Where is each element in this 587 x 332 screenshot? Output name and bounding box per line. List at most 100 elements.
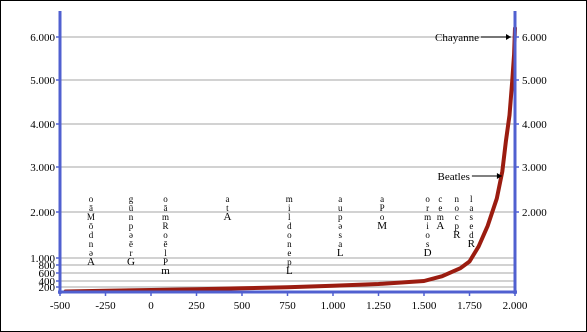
stacked-char: ā [164,203,168,213]
left-y-tick-label: 2.000 [30,207,55,219]
x-tick-label: 2.000 [503,300,528,312]
stacked-char: s [339,230,343,240]
stacked-char: d [89,230,94,240]
x-tick-label: 500 [234,300,251,312]
x-tick-label: 0 [148,300,154,312]
axes [56,11,519,296]
right-y-tick-label: 3.000 [522,162,547,174]
stacked-char: D [424,247,432,259]
stacked-char: M [87,212,95,222]
stacked-char: A [87,256,95,268]
stacked-char: o [425,194,430,204]
stacked-char: A [436,220,444,232]
left-y-tick-label: 400 [39,276,56,288]
stacked-char: o [163,230,168,240]
stacked-char: P [380,203,385,213]
stacked-char: n [455,194,460,204]
right-y-tick-labels: 6.000 5.000 4.000 3.000 2.000 [522,32,547,219]
stacked-char: a [225,194,229,204]
stacked-char: l [288,212,291,222]
right-y-tick-label: 2.000 [522,207,547,219]
x-tick-label: 1.250 [366,300,391,312]
stacked-char: R [453,229,461,241]
gridlines [60,36,515,288]
annotations: Chayanne Beatles [435,32,511,183]
right-y-tick-label: 6.000 [522,32,547,44]
stacked-char: d [469,230,474,240]
stacked-char: o [287,230,292,240]
right-y-tick-label: 4.000 [522,119,547,131]
stacked-char: m [161,265,170,277]
annotation-arrowhead [496,173,502,179]
stacked-char: r [426,203,429,213]
stacked-char: ə [129,230,133,240]
stacked-char: e [438,203,442,213]
stacked-char: e [287,248,291,258]
stacked-char: g [129,194,134,204]
stacked-char: p [287,257,292,267]
stacked-char: L [286,265,293,277]
stacked-char: o [163,194,168,204]
left-y-tick-label: 200 [39,282,56,294]
x-tick-label: -250 [95,300,116,312]
stacked-char: c [438,194,442,204]
x-tick-label: 1.000 [321,300,346,312]
annotation-arrowhead [506,34,511,40]
stacked-char: a [338,239,342,249]
left-y-tick-label: 6.000 [30,32,55,44]
stacked-char: m [437,212,444,222]
stacked-char: i [426,221,429,231]
stacked-char: u [338,203,343,213]
stacked-char: n [89,239,94,249]
x-tick-label: 750 [279,300,296,312]
stacked-text-labels: oāMōdnəAgūnpəērGoāmRoēlPmatAmildonepLaup… [87,194,476,277]
stacked-char: p [129,221,134,231]
stacked-char: R [468,238,476,250]
stacked-char: P [163,257,168,267]
stacked-char: G [127,256,135,268]
stacked-char: ā [89,203,93,213]
left-y-tick-label: 1.000 [30,253,55,265]
stacked-char: ə [89,248,93,258]
stacked-char: c [455,212,459,222]
stacked-char: ə [338,221,342,231]
left-y-tick-label: 800 [39,260,56,272]
left-y-tick-labels: 6.000 5.000 4.000 3.000 2.000 1.0008006004002… [30,32,55,294]
stacked-char: M [377,220,387,232]
stacked-char: a [380,194,384,204]
right-y-tick-label: 5.000 [522,75,547,87]
series-line-path [63,26,517,294]
stacked-char: m [424,212,431,222]
x-tick-label: 250 [188,300,205,312]
stacked-char: o [425,230,430,240]
stacked-char: l [470,194,473,204]
stacked-char: r [129,248,132,258]
annotation-label: Beatles [438,171,470,183]
left-y-tick-label: 3.000 [30,162,55,174]
stacked-char: p [455,221,460,231]
stacked-char: a [338,194,342,204]
stacked-char: s [426,239,430,249]
stacked-char: i [288,203,291,213]
stacked-char: L [337,247,344,259]
stacked-char: ū [129,203,134,213]
stacked-char: d [287,221,292,231]
stacked-char: l [164,248,167,258]
stacked-char: n [287,239,292,249]
x-tick-label: -500 [50,300,71,312]
stacked-char: m [162,212,169,222]
stacked-char: m [286,194,293,204]
annotation-label: Chayanne [435,32,479,44]
stacked-char: A [223,211,231,223]
stacked-char: n [129,212,134,222]
stacked-char: a [469,203,473,213]
stacked-char: e [469,221,473,231]
stacked-char: ō [89,221,94,231]
x-tick-label: 1.500 [412,300,437,312]
left-y-tick-label: 4.000 [30,119,55,131]
stacked-char: o [455,203,460,213]
series-line [63,26,517,294]
stacked-char: s [470,212,474,222]
